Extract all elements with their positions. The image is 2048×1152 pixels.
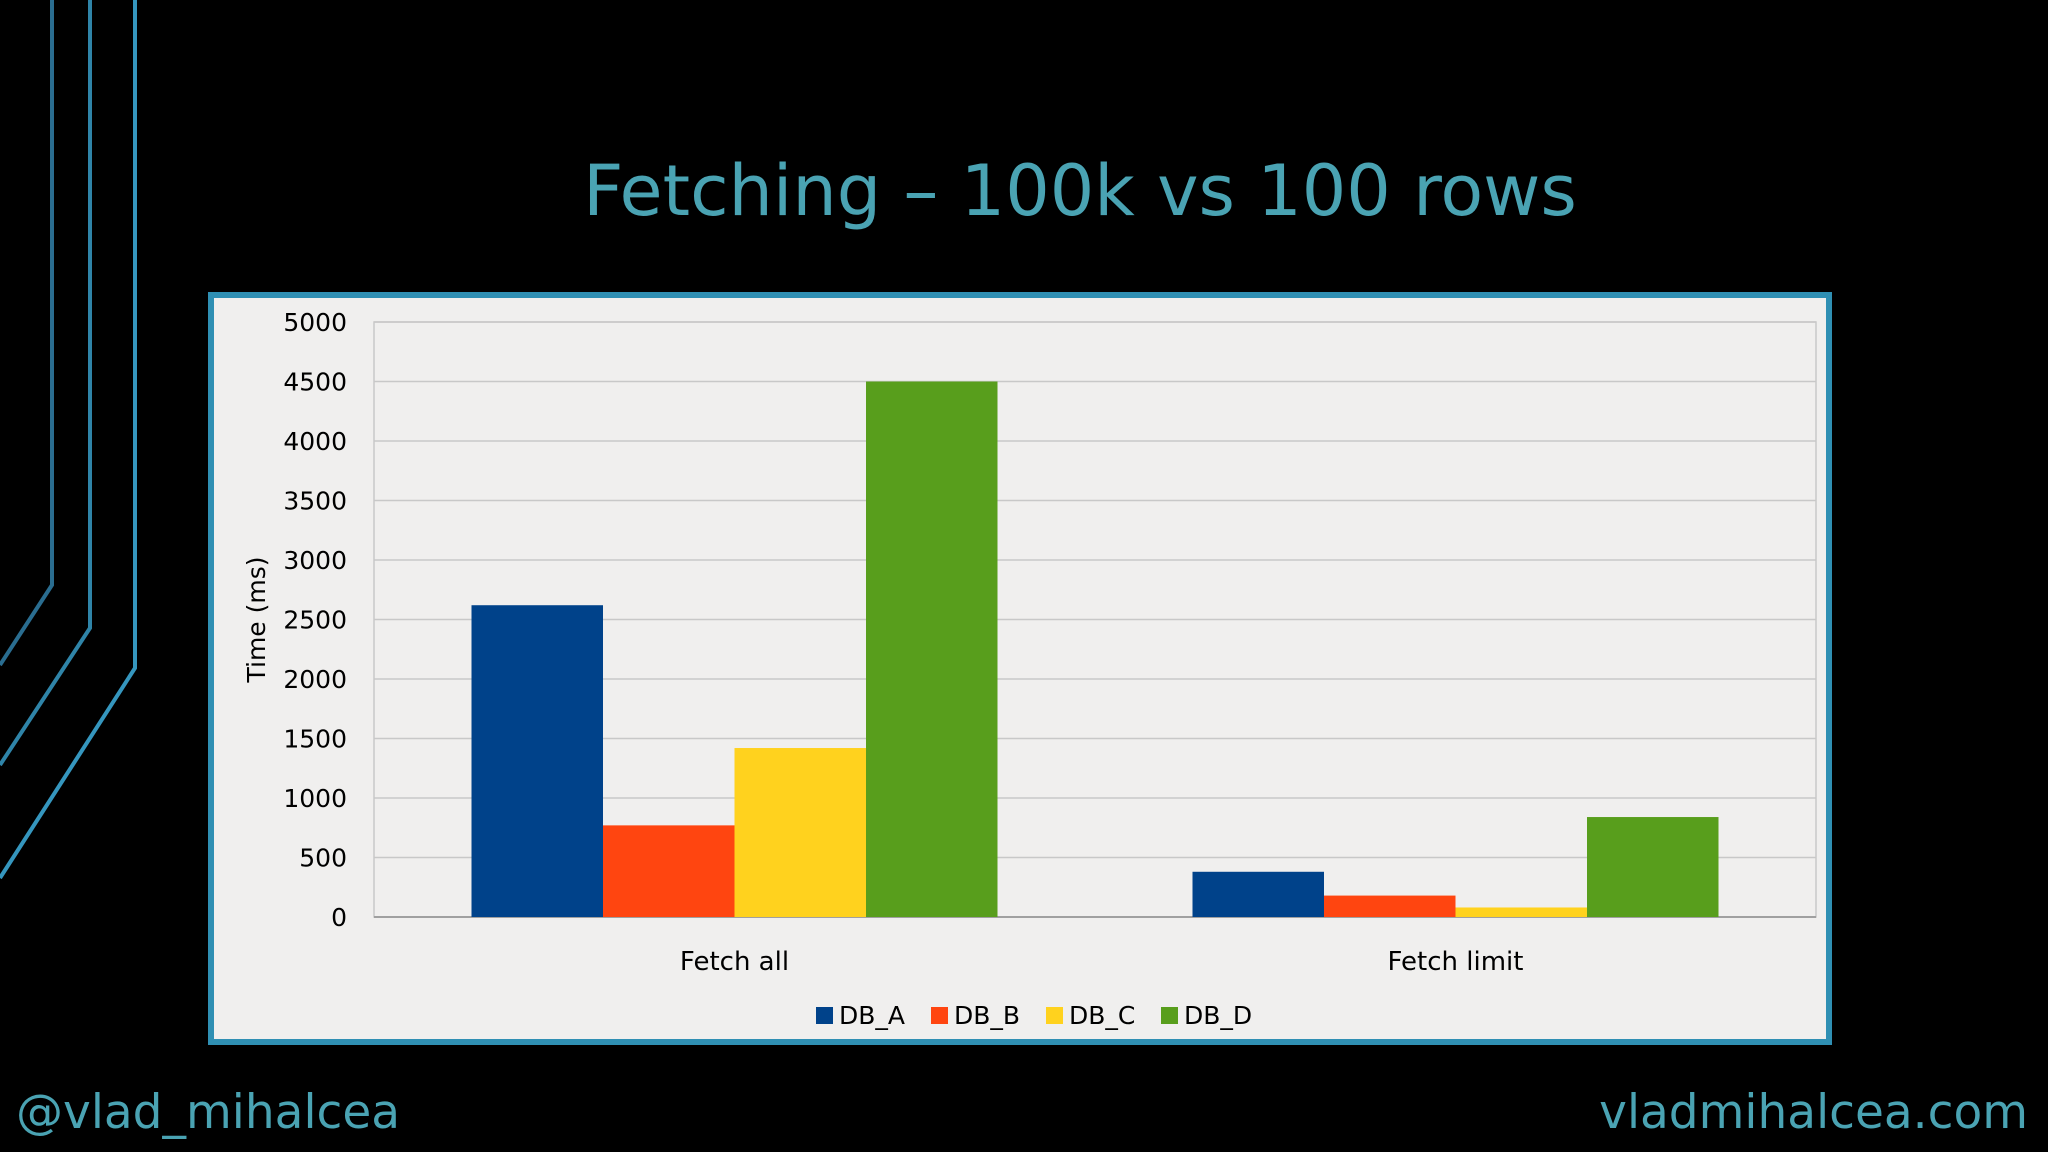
footer-website: vladmihalcea.com <box>1599 1085 2028 1140</box>
bar-db-c-1 <box>734 748 866 917</box>
category-label: Fetch limit <box>1388 947 1524 977</box>
legend: DB_A DB_B DB_C DB_D <box>816 1001 1252 1030</box>
bars <box>471 381 1719 917</box>
y-tick-label: 2000 <box>283 665 347 694</box>
bar-db-a-1 <box>471 605 603 917</box>
bar-db-d-1 <box>866 381 998 917</box>
legend-label: DB_A <box>839 1001 905 1030</box>
bar-db-b-1 <box>603 825 735 917</box>
legend-label: DB_C <box>1069 1001 1135 1030</box>
legend-swatch <box>1161 1007 1178 1024</box>
chart-frame: 0 500 1000 1500 2000 2500 3000 3500 4000 4500 5000… <box>208 292 1832 1045</box>
category-label: Fetch all <box>680 947 789 977</box>
y-tick-label: 3000 <box>283 546 347 575</box>
decorative-lines <box>0 0 137 880</box>
legend-swatch <box>1046 1007 1063 1024</box>
bar-db-d-2 <box>1587 817 1719 917</box>
x-axis-categories: Fetch all Fetch limit <box>680 947 1524 977</box>
y-tick-label: 0 <box>331 903 347 932</box>
y-tick-label: 5000 <box>283 308 347 337</box>
y-axis-ticks: 0 500 1000 1500 2000 2500 3000 3500 4000 4500 5000 <box>283 308 347 932</box>
footer-twitter-handle: @vlad_mihalcea <box>16 1085 401 1140</box>
legend-label: DB_B <box>954 1001 1020 1030</box>
legend-swatch <box>931 1007 948 1024</box>
bar-db-b-2 <box>1324 895 1456 917</box>
bar-db-c-2 <box>1455 907 1587 917</box>
bar-chart: 0 500 1000 1500 2000 2500 3000 3500 4000 4500 5000… <box>242 308 1817 1030</box>
slide-title: Fetching – 100k vs 100 rows <box>583 150 1577 232</box>
bar-db-a-2 <box>1192 871 1324 917</box>
y-tick-label: 4000 <box>283 427 347 456</box>
y-tick-label: 500 <box>299 844 347 873</box>
y-tick-label: 3500 <box>283 487 347 516</box>
y-tick-label: 1500 <box>283 725 347 754</box>
y-tick-label: 4500 <box>283 368 347 397</box>
y-tick-label: 1000 <box>283 784 347 813</box>
y-axis-title: Time (ms) <box>242 556 271 683</box>
legend-swatch <box>816 1007 833 1024</box>
y-tick-label: 2500 <box>283 606 347 635</box>
legend-label: DB_D <box>1184 1001 1252 1030</box>
